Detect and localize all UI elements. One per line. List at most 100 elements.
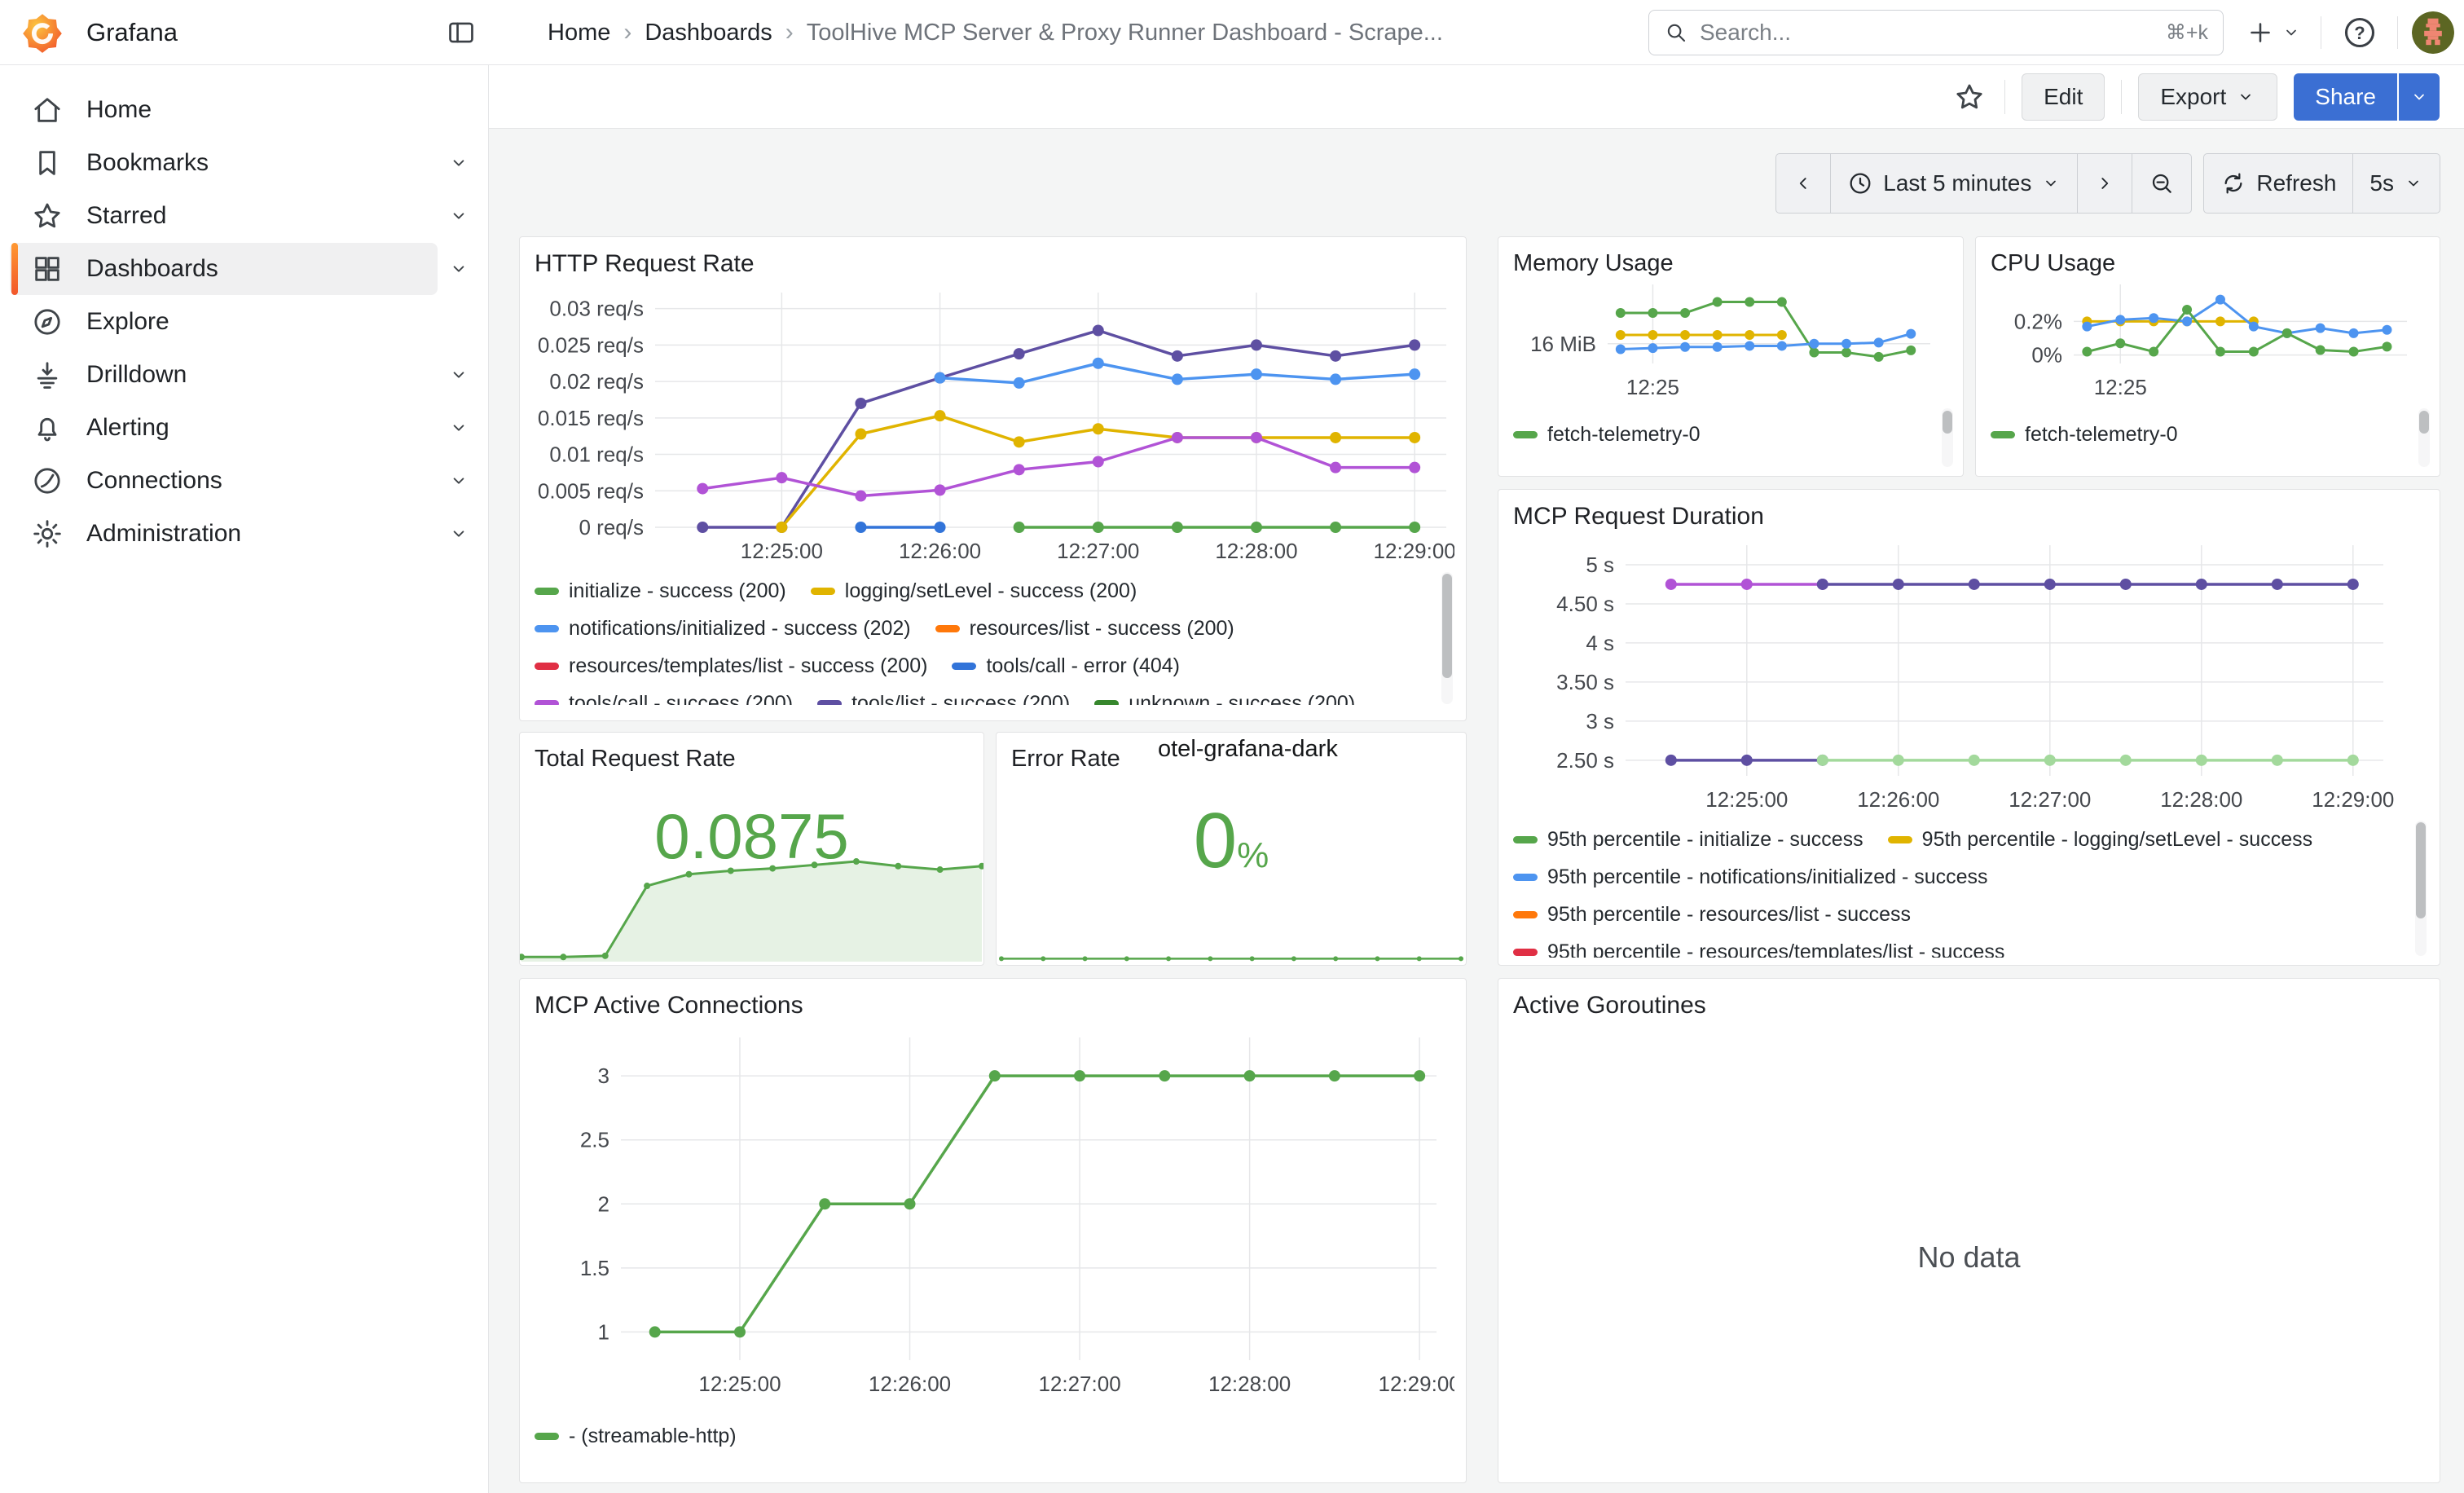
sidebar-expand-button[interactable]	[438, 460, 480, 502]
breadcrumb-link[interactable]: Home	[548, 20, 610, 46]
legend-scrollbar-thumb[interactable]	[1943, 411, 1952, 434]
sidebar-item-alerting[interactable]: Alerting	[10, 402, 438, 454]
legend-scrollbar-thumb[interactable]	[2416, 822, 2426, 918]
legend-item[interactable]: tools/call - error (404)	[952, 654, 1180, 678]
legend-label: tools/call - success (200)	[569, 692, 793, 706]
help-icon: ?	[2342, 15, 2378, 51]
legend-item[interactable]: 95th percentile - notifications/initiali…	[1513, 865, 1988, 889]
refresh-group: Refresh 5s	[2203, 153, 2440, 214]
sidebar-item-starred[interactable]: Starred	[10, 190, 438, 242]
panel-title[interactable]: Active Goroutines	[1498, 979, 2440, 1016]
chevron-down-icon	[448, 470, 469, 491]
legend-scrollbar-thumb[interactable]	[2419, 411, 2429, 434]
legend-item[interactable]: resources/templates/list - success (200)	[535, 654, 927, 678]
sidebar-item-administration[interactable]: Administration	[10, 508, 438, 560]
search-input[interactable]	[1700, 20, 2154, 46]
share-dropdown-button[interactable]	[2399, 73, 2440, 121]
panel-title[interactable]: Total Request Rate	[520, 733, 983, 770]
cpu-usage-chart[interactable]: 0%0.2%12:25	[1989, 270, 2428, 404]
svg-text:0 req/s: 0 req/s	[579, 515, 645, 540]
edit-button[interactable]: Edit	[2022, 73, 2105, 121]
memory-usage-chart[interactable]: 16 MiB12:25	[1511, 270, 1951, 404]
sidebar-item-bookmarks[interactable]: Bookmarks	[10, 137, 438, 189]
breadcrumb-link[interactable]: Dashboards	[645, 20, 772, 46]
mcp-request-duration-chart[interactable]: 2.50 s3 s3.50 s4 s4.50 s5 s12:25:0012:26…	[1511, 527, 2428, 821]
legend-item[interactable]: tools/list - success (200)	[817, 692, 1070, 706]
legend-item[interactable]: initialize - success (200)	[535, 579, 786, 603]
http-request-rate-chart[interactable]: 0 req/s0.005 req/s0.01 req/s0.015 req/s0…	[533, 275, 1454, 572]
mcp-active-connections-chart[interactable]: 11.522.5312:25:0012:26:0012:27:0012:28:0…	[533, 1016, 1454, 1407]
legend-item[interactable]: logging/setLevel - success (200)	[811, 579, 1137, 603]
svg-text:12:25: 12:25	[2094, 375, 2147, 399]
sidebar-expand-button[interactable]	[438, 248, 480, 290]
sidebar: HomeBookmarksStarredDashboards Explore Dri…	[0, 65, 489, 1493]
sidebar-item-explore[interactable]: Explore	[10, 296, 480, 348]
legend-item[interactable]: 95th percentile - logging/setLevel - suc…	[1888, 828, 2312, 852]
dashboard-toolbar: Edit Export Share	[489, 65, 2464, 129]
sidebar-item-dashboards[interactable]: Dashboards	[10, 243, 438, 295]
legend-row: tools/call - success (200) tools/list - s…	[535, 685, 1466, 705]
zoom-out-button[interactable]	[2132, 154, 2191, 213]
legend-item[interactable]: notifications/initialized - success (202…	[535, 617, 911, 641]
legend-item[interactable]: - (streamable-http)	[535, 1425, 737, 1448]
share-button[interactable]: Share	[2294, 73, 2397, 121]
sidebar-expand-button[interactable]	[438, 195, 480, 237]
legend-label: logging/setLevel - success (200)	[845, 579, 1137, 603]
legend-item[interactable]: 95th percentile - resources/list - succe…	[1513, 903, 1911, 927]
sidebar-expand-button[interactable]	[438, 354, 480, 396]
legend-swatch	[1513, 874, 1538, 881]
legend-item[interactable]: resources/list - success (200)	[935, 617, 1234, 641]
legend-label: initialize - success (200)	[569, 579, 786, 603]
sidebar-expand-button[interactable]	[438, 407, 480, 449]
export-button[interactable]: Export	[2138, 73, 2277, 121]
panel-title[interactable]: MCP Active Connections	[520, 979, 1466, 1016]
legend-label: unknown - success (200)	[1129, 692, 1355, 706]
sidebar-item-drilldown[interactable]: Drilldown	[10, 349, 438, 401]
time-range-picker[interactable]: Last 5 minutes	[1830, 154, 2077, 213]
legend-row: 95th percentile - initialize - success 95…	[1513, 821, 2440, 858]
legend-label: resources/templates/list - success (200)	[569, 654, 927, 678]
time-forward-button[interactable]	[2077, 154, 2132, 213]
legend-item[interactable]: tools/call - success (200)	[535, 692, 793, 706]
refresh-interval-picker[interactable]: 5s	[2352, 154, 2440, 213]
legend-item[interactable]: unknown - success (200)	[1094, 692, 1355, 706]
legend-item[interactable]: 95th percentile - initialize - success	[1513, 828, 1863, 852]
legend-scrollbar	[1441, 572, 1453, 704]
drilldown-icon	[31, 359, 64, 391]
legend-scrollbar-thumb[interactable]	[1442, 574, 1452, 678]
sidebar-item-label: Explore	[86, 308, 169, 336]
chevron-down-icon	[2236, 87, 2255, 107]
plug-icon	[31, 465, 64, 497]
legend-label: 95th percentile - resources/list - succe…	[1547, 903, 1911, 927]
legend-row: initialize - success (200) logging/setLev…	[535, 572, 1466, 610]
search-box[interactable]: ⌘+k	[1648, 10, 2224, 55]
svg-text:0.005 req/s: 0.005 req/s	[538, 478, 644, 503]
sidebar-expand-button[interactable]	[438, 513, 480, 555]
time-back-button[interactable]	[1776, 154, 1830, 213]
legend-row: 95th percentile - resources/templates/li…	[1513, 933, 2440, 958]
refresh-button[interactable]: Refresh	[2204, 154, 2352, 213]
legend-item[interactable]: fetch-telemetry-0	[1991, 423, 2178, 447]
error-rate-number: 0	[1194, 797, 1237, 884]
panel-title[interactable]: Memory Usage	[1498, 237, 1963, 270]
legend-item[interactable]: fetch-telemetry-0	[1513, 423, 1701, 447]
panel-title[interactable]: MCP Request Duration	[1498, 490, 2440, 527]
sidebar-item-home[interactable]: Home	[10, 84, 480, 136]
chevron-down-icon	[2404, 174, 2423, 193]
help-button[interactable]: ?	[2342, 15, 2378, 51]
no-data-message: No data	[1498, 1240, 2440, 1275]
legend-swatch	[817, 700, 842, 706]
sidebar-expand-button[interactable]	[438, 142, 480, 184]
panel-title[interactable]: HTTP Request Rate	[520, 237, 1466, 275]
dock-sidebar-icon[interactable]	[445, 16, 477, 49]
sidebar-item-label: Connections	[86, 467, 222, 495]
user-avatar[interactable]	[2412, 11, 2454, 54]
legend-item[interactable]: 95th percentile - resources/templates/li…	[1513, 940, 2004, 958]
sidebar-item-connections[interactable]: Connections	[10, 455, 438, 507]
add-button[interactable]	[2246, 15, 2301, 51]
legend-row: - (streamable-http)	[535, 1417, 1466, 1455]
star-dashboard-button[interactable]	[1951, 78, 1988, 116]
panel-title[interactable]: CPU Usage	[1976, 237, 2440, 270]
svg-text:5 s: 5 s	[1586, 553, 1614, 577]
panel-error-rate: Error Rate 0%	[996, 732, 1467, 966]
